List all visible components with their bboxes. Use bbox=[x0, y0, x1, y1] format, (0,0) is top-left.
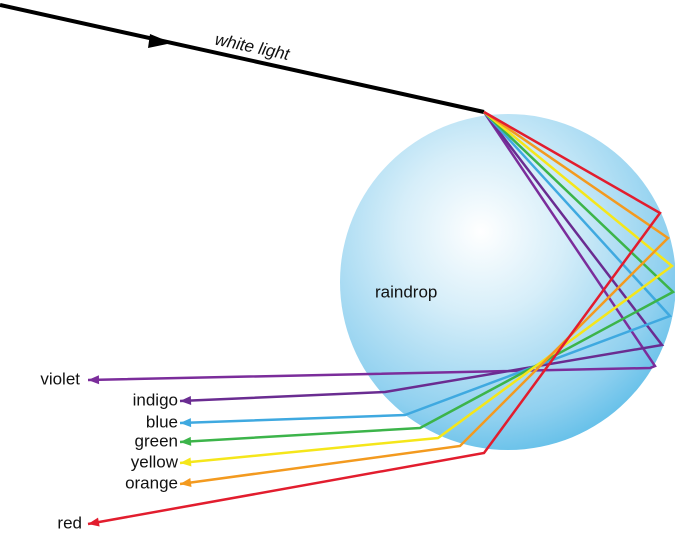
ray-arrowhead bbox=[180, 478, 192, 487]
ray-label: orange bbox=[125, 473, 178, 492]
ray-arrowhead bbox=[180, 436, 192, 446]
ray-arrowhead bbox=[180, 396, 192, 406]
ray-arrowhead bbox=[88, 375, 100, 385]
ray-label: violet bbox=[40, 369, 80, 388]
ray-path bbox=[179, 111, 665, 403]
ray-path bbox=[87, 111, 657, 382]
white-light-arrow bbox=[148, 34, 172, 48]
raindrop bbox=[340, 114, 675, 450]
ray-label: red bbox=[57, 513, 82, 532]
ray-arrowhead bbox=[180, 418, 192, 428]
ray-arrowhead bbox=[88, 517, 100, 527]
white-light-ray bbox=[0, 3, 485, 114]
ray-arrowhead bbox=[180, 457, 192, 467]
ray-label: blue bbox=[146, 412, 178, 431]
ray-label: yellow bbox=[131, 452, 179, 471]
raindrop-label: raindrop bbox=[375, 282, 437, 301]
ray-path bbox=[87, 110, 662, 526]
ray-label: indigo bbox=[133, 390, 178, 409]
ray-label: green bbox=[135, 431, 178, 450]
